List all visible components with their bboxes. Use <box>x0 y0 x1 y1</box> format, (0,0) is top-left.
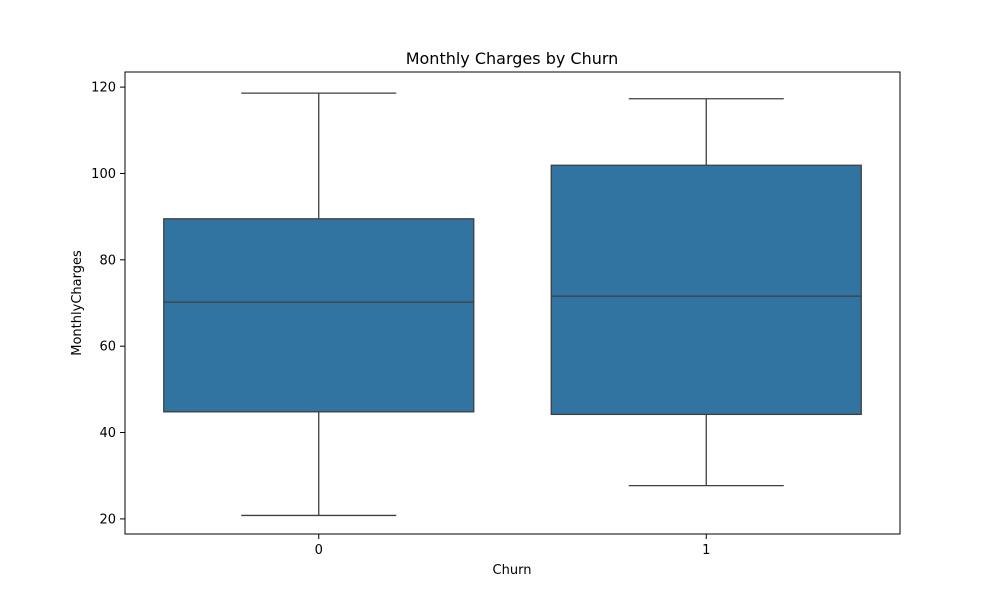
iqr-box <box>163 218 475 413</box>
x-tick-label: 0 <box>315 543 323 558</box>
y-tick-label: 100 <box>91 167 116 182</box>
plot-area <box>163 92 862 517</box>
box-group-1 <box>550 98 862 487</box>
y-tick-label: 40 <box>99 426 116 441</box>
x-tick-label: 1 <box>702 543 710 558</box>
x-axis-label: Churn <box>493 563 532 578</box>
y-tick-label: 120 <box>91 81 116 96</box>
chart-title: Monthly Charges by Churn <box>406 49 619 68</box>
y-tick-label: 80 <box>99 253 116 268</box>
y-tick-label: 60 <box>99 340 116 355</box>
box-group-0 <box>163 92 475 517</box>
plot-frame <box>124 71 901 535</box>
iqr-box <box>550 164 862 416</box>
y-axis-label: MonthlyCharges <box>70 250 85 356</box>
y-axis: 20 40 60 80 100 120 <box>91 81 125 527</box>
y-tick-label: 20 <box>99 512 116 527</box>
